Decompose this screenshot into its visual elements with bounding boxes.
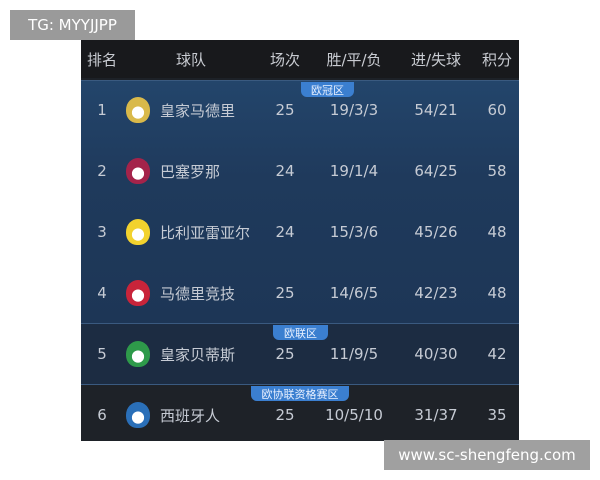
cell-played: 24: [275, 223, 295, 241]
cell-wdl: 19/3/3: [329, 101, 379, 119]
cell-team[interactable]: 皇家马德里: [160, 101, 236, 120]
cell-played: 25: [275, 406, 295, 424]
header-goals: 进/失球: [410, 50, 462, 69]
cell-team[interactable]: 巴塞罗那: [160, 162, 221, 181]
cell-wdl: 14/6/5: [329, 284, 379, 302]
cell-points: 42: [487, 345, 507, 363]
watermark-bottom: www.sc-shengfeng.com: [384, 440, 590, 470]
table-row[interactable]: 6 25 10/5/10 31/37 35 西班牙人: [81, 400, 519, 430]
cell-wdl: 10/5/10: [325, 406, 383, 424]
cell-goals: 54/21: [414, 101, 458, 119]
cell-goals: 31/37: [414, 406, 458, 424]
table-row[interactable]: 1 25 19/3/3 54/21 60 皇家马德里: [81, 95, 519, 125]
table-row[interactable]: 5 25 11/9/5 40/30 42 皇家贝蒂斯: [81, 339, 519, 369]
real-madrid-crest-icon: [125, 95, 151, 125]
cell-team[interactable]: 比利亚雷亚尔: [160, 223, 251, 242]
cell-team[interactable]: 马德里竞技: [160, 284, 236, 303]
cell-points: 35: [487, 406, 507, 424]
cell-goals: 64/25: [414, 162, 458, 180]
cell-rank: 6: [97, 406, 107, 424]
cell-rank: 1: [97, 101, 107, 119]
cell-points: 58: [487, 162, 507, 180]
cell-rank: 4: [97, 284, 107, 302]
cell-wdl: 19/1/4: [329, 162, 379, 180]
zone-section: 欧协联资格赛区: [81, 384, 519, 441]
atletico-madrid-crest-icon: [125, 278, 151, 308]
standings-table: 排名 球队 场次 胜/平/负 进/失球 积分 欧冠区 欧联区 欧协联资格赛区 1 25 1…: [81, 40, 519, 441]
zone-section: 欧联区: [81, 323, 519, 385]
table-row[interactable]: 4 25 14/6/5 42/23 48 马德里竞技: [81, 278, 519, 308]
real-betis-crest-icon: [125, 339, 151, 369]
cell-played: 25: [275, 284, 295, 302]
cell-team[interactable]: 西班牙人: [160, 406, 221, 425]
cell-played: 25: [275, 101, 295, 119]
espanyol-crest-icon: [125, 400, 151, 430]
table-row[interactable]: 2 24 19/1/4 64/25 58 巴塞罗那: [81, 156, 519, 186]
cell-played: 24: [275, 162, 295, 180]
header-played: 场次: [269, 50, 300, 69]
cell-goals: 45/26: [414, 223, 458, 241]
cell-team[interactable]: 皇家贝蒂斯: [160, 345, 236, 364]
header-points: 积分: [481, 50, 512, 69]
zone-label: 欧联区: [273, 325, 328, 340]
cell-rank: 5: [97, 345, 107, 363]
zone-label: 欧冠区: [301, 82, 354, 97]
cell-goals: 42/23: [414, 284, 458, 302]
watermark-top: TG: MYYJJPP: [10, 10, 135, 40]
table-row[interactable]: 3 24 15/3/6 45/26 48 比利亚雷亚尔: [81, 217, 519, 247]
header-wdl: 胜/平/负: [326, 50, 382, 69]
cell-points: 60: [487, 101, 507, 119]
cell-wdl: 15/3/6: [329, 223, 379, 241]
villarreal-crest-icon: [125, 217, 151, 247]
barcelona-crest-icon: [125, 156, 151, 186]
cell-points: 48: [487, 284, 507, 302]
zone-section: 欧冠区: [81, 80, 519, 324]
header-rank: 排名: [86, 50, 117, 69]
cell-played: 25: [275, 345, 295, 363]
cell-goals: 40/30: [414, 345, 458, 363]
cell-rank: 3: [97, 223, 107, 241]
zone-label: 欧协联资格赛区: [251, 386, 349, 401]
table-header: 排名 球队 场次 胜/平/负 进/失球 积分: [81, 40, 519, 78]
header-team: 球队: [175, 50, 206, 69]
cell-wdl: 11/9/5: [329, 345, 379, 363]
cell-rank: 2: [97, 162, 107, 180]
cell-points: 48: [487, 223, 507, 241]
